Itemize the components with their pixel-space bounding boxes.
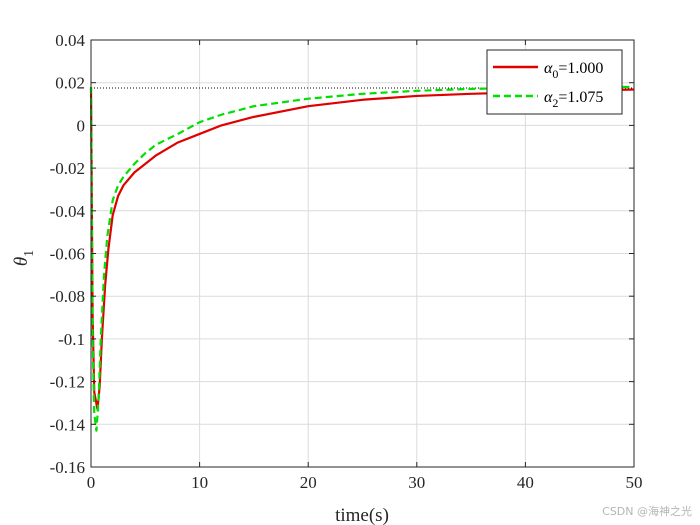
legend-label-series-1: α2=1.075 bbox=[544, 89, 603, 110]
y-tick-label: 0.04 bbox=[55, 31, 85, 50]
legend-symbol-series-1: α bbox=[544, 89, 553, 106]
legend-subscript-series-1: 2 bbox=[552, 96, 558, 110]
tick-labels: 0 10 20 30 40 500.040.020-0.02-0.04-0.06-0.08… bbox=[50, 31, 643, 492]
y-tick-label: -0.08 bbox=[50, 287, 85, 306]
grid-lines bbox=[90, 39, 635, 468]
legend-box bbox=[486, 49, 623, 115]
x-tick-label: 30 bbox=[408, 473, 425, 492]
x-axis-title: time(s) bbox=[335, 505, 389, 525]
x-tick-label: 10 bbox=[191, 473, 208, 492]
y-tick-label: 0 bbox=[77, 116, 86, 135]
y-tick-label: -0.16 bbox=[50, 458, 85, 477]
y-axis-symbol: θ bbox=[11, 257, 32, 266]
legend: α0=1.000 α2=1.075 bbox=[486, 49, 623, 115]
y-tick-label: -0.02 bbox=[50, 159, 85, 178]
watermark: CSDN @海神之光 bbox=[602, 505, 692, 518]
y-axis-subscript: 1 bbox=[22, 250, 37, 257]
x-tick-label: 40 bbox=[517, 473, 534, 492]
legend-symbol-series-0: α bbox=[544, 60, 553, 77]
y-tick-label: -0.04 bbox=[50, 202, 86, 221]
legend-label-series-0: α0=1.000 bbox=[544, 60, 603, 81]
y-tick-label: -0.14 bbox=[50, 415, 86, 434]
legend-subscript-series-0: 0 bbox=[552, 67, 558, 81]
y-tick-label: -0.1 bbox=[58, 330, 85, 349]
series-line-1 bbox=[89, 85, 635, 432]
x-tick-label: 0 bbox=[87, 473, 96, 492]
x-tick-label: 50 bbox=[626, 473, 643, 492]
y-tick-label: -0.12 bbox=[50, 373, 85, 392]
legend-suffix-series-1: =1.075 bbox=[558, 89, 603, 106]
x-tick-label: 20 bbox=[300, 473, 317, 492]
y-tick-label: 0.02 bbox=[55, 74, 85, 93]
legend-suffix-series-0: =1.000 bbox=[558, 60, 603, 77]
axis-ticks bbox=[90, 39, 635, 468]
series-layer bbox=[89, 85, 635, 432]
y-axis-title: θ1 bbox=[11, 250, 37, 266]
y-tick-label: -0.06 bbox=[50, 245, 85, 264]
